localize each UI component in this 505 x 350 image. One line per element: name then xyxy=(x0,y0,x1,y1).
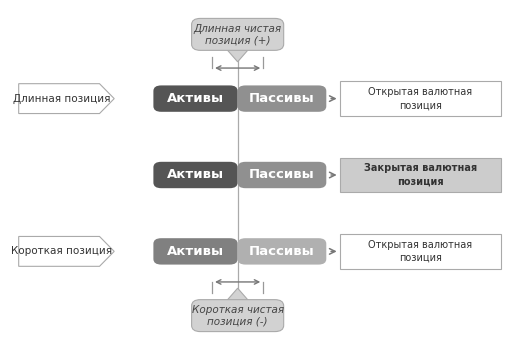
Text: Пассивы: Пассивы xyxy=(249,92,315,105)
Text: Длинная позиция: Длинная позиция xyxy=(13,93,110,104)
Text: Открытая валютная
позиция: Открытая валютная позиция xyxy=(368,87,472,110)
Polygon shape xyxy=(19,84,114,113)
Polygon shape xyxy=(225,288,250,303)
Text: Длинная чистая
позиция (+): Длинная чистая позиция (+) xyxy=(193,23,282,45)
Text: Пассивы: Пассивы xyxy=(249,168,315,182)
FancyBboxPatch shape xyxy=(154,162,238,188)
Text: Закрытая валютная
позиция: Закрытая валютная позиция xyxy=(364,163,477,187)
Text: Активы: Активы xyxy=(167,92,224,105)
FancyBboxPatch shape xyxy=(191,19,284,50)
FancyBboxPatch shape xyxy=(339,158,501,192)
Text: Короткая чистая
позиция (-): Короткая чистая позиция (-) xyxy=(191,305,284,327)
Text: Активы: Активы xyxy=(167,168,224,182)
Text: Активы: Активы xyxy=(167,245,224,258)
FancyBboxPatch shape xyxy=(154,238,238,265)
Text: Открытая валютная
позиция: Открытая валютная позиция xyxy=(368,240,472,263)
Text: Пассивы: Пассивы xyxy=(249,245,315,258)
FancyBboxPatch shape xyxy=(191,300,284,331)
FancyBboxPatch shape xyxy=(238,238,326,265)
Polygon shape xyxy=(225,47,250,62)
FancyBboxPatch shape xyxy=(154,85,238,112)
Text: Короткая позиция: Короткая позиция xyxy=(11,246,112,257)
FancyBboxPatch shape xyxy=(238,85,326,112)
Polygon shape xyxy=(19,237,114,266)
FancyBboxPatch shape xyxy=(238,162,326,188)
FancyBboxPatch shape xyxy=(339,234,501,269)
FancyBboxPatch shape xyxy=(339,81,501,116)
